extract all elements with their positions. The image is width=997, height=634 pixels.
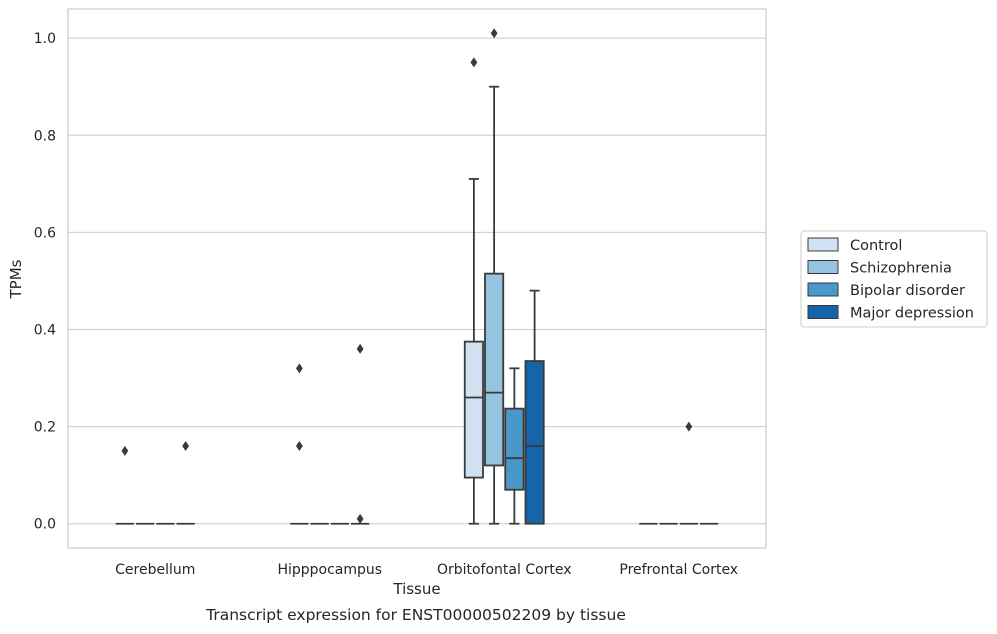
box-body: [524, 360, 545, 525]
outlier-point: [295, 441, 303, 452]
legend: Control Schizophrenia Bipolar disorder Majo…: [800, 230, 988, 328]
box-control: [463, 57, 484, 525]
box-control: [115, 445, 135, 525]
legend-swatch: [807, 260, 839, 274]
legend-label: Schizophrenia: [850, 261, 952, 277]
box-body: [484, 272, 505, 467]
outlier-point: [356, 343, 364, 354]
plot-frame: [67, 8, 767, 549]
y-tick-label: 0.0: [34, 517, 56, 533]
box-major-depression: [350, 343, 370, 525]
legend-swatch: [807, 237, 839, 252]
y-tick-label: 0.4: [34, 322, 56, 338]
legend-swatch: [807, 282, 839, 297]
y-tick-label: 0.6: [34, 225, 56, 241]
legend-swatch: [807, 305, 839, 319]
x-axis-ticks: Cerebellum Hipppocampus Orbitofontal Corte…: [115, 562, 738, 578]
x-tick-label: Cerebellum: [115, 562, 195, 578]
y-axis-label: TPMs: [7, 259, 25, 299]
outlier-point: [685, 421, 693, 432]
chart-caption: Transcript expression for ENST0000050220…: [206, 606, 626, 624]
plot-background: [68, 9, 766, 548]
y-tick-label: 1.0: [34, 31, 56, 47]
box-bipolar-disorder: [504, 367, 525, 525]
y-tick-label: 0.8: [34, 128, 56, 144]
outlier-point: [295, 363, 303, 374]
box-groups: [115, 28, 719, 525]
x-tick-label: Orbitofontal Cortex: [437, 562, 572, 578]
legend-label: Major depression: [850, 306, 974, 322]
x-axis-label: Tissue: [392, 580, 440, 598]
box-plot-chart: 0.0 0.2 0.4 0.6 0.8 1.0 Cerebellum Hipppocampu…: [7, 8, 988, 598]
outlier-point: [356, 513, 364, 524]
legend-frame: [800, 230, 988, 328]
outlier-point: [182, 441, 190, 452]
x-tick-label: Hipppocampus: [277, 562, 382, 578]
y-axis-ticks: 0.0 0.2 0.4 0.6 0.8 1.0: [34, 31, 56, 533]
box-major-depression: [176, 441, 195, 525]
box-body: [463, 340, 484, 479]
box-control: [290, 363, 309, 525]
x-tick-label: Prefrontal Cortex: [619, 562, 738, 578]
box-bipolar-disorder: [679, 421, 698, 525]
outlier-point: [490, 28, 498, 39]
legend-label: Control: [850, 238, 902, 254]
box-major-depression: [524, 289, 545, 525]
outlier-point: [121, 445, 129, 456]
y-tick-label: 0.2: [34, 420, 56, 436]
legend-label: Bipolar disorder: [850, 283, 965, 299]
outlier-point: [470, 57, 478, 68]
box-schizophrenia: [484, 28, 505, 525]
box-body: [504, 407, 525, 491]
